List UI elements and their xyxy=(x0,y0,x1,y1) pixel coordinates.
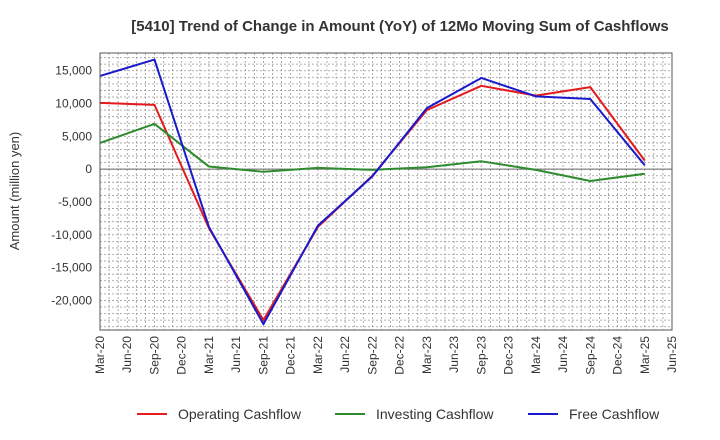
legend-label-1: Investing Cashflow xyxy=(376,406,494,422)
x-tick-label: Jun-20 xyxy=(120,336,134,373)
x-tick-label: Dec-21 xyxy=(284,336,298,375)
y-tick-label: 15,000 xyxy=(55,64,92,78)
x-tick-label: Sep-24 xyxy=(583,336,597,375)
legend: Operating Cashflow Investing Cashflow Free… xyxy=(137,406,660,422)
x-tick-label: Jun-24 xyxy=(556,336,570,373)
x-tick-label: Dec-20 xyxy=(175,336,189,375)
y-axis-ticks: 15,000 10,000 5,000 0 -5,000 -10,000 -15,000 -2… xyxy=(51,64,92,308)
x-tick-label: Dec-22 xyxy=(393,336,407,375)
series-lines xyxy=(99,58,646,326)
x-tick-label: Jun-23 xyxy=(447,336,461,373)
y-tick-label: -20,000 xyxy=(51,293,92,307)
legend-label-0: Operating Cashflow xyxy=(178,406,302,422)
x-tick-label: Jun-22 xyxy=(338,336,352,373)
x-tick-label: Mar-23 xyxy=(420,336,434,374)
y-tick-label: -15,000 xyxy=(51,261,92,275)
x-tick-label: Dec-24 xyxy=(611,336,625,375)
y-tick-label: -10,000 xyxy=(51,228,92,242)
series-line-1 xyxy=(99,122,645,182)
x-tick-label: Dec-23 xyxy=(502,336,516,375)
plot-frame xyxy=(99,52,673,331)
legend-label-2: Free Cashflow xyxy=(569,406,660,422)
x-tick-label: Sep-21 xyxy=(256,336,270,375)
chart-title: [5410] Trend of Change in Amount (YoY) o… xyxy=(131,18,669,35)
x-axis-ticks: Mar-20 Jun-20 Sep-20 Dec-20 Mar-21 Jun-21 Sep-… xyxy=(93,336,679,375)
x-tick-label: Mar-25 xyxy=(638,336,652,374)
x-tick-label: Sep-23 xyxy=(474,336,488,375)
y-tick-label: 10,000 xyxy=(55,97,92,111)
x-tick-label: Jun-25 xyxy=(665,336,679,373)
x-tick-label: Mar-22 xyxy=(311,336,325,374)
x-tick-label: Sep-20 xyxy=(147,336,161,375)
y-axis-label: Amount (million yen) xyxy=(7,132,22,251)
x-tick-label: Mar-21 xyxy=(202,336,216,374)
x-tick-label: Sep-22 xyxy=(365,336,379,375)
y-tick-label: 5,000 xyxy=(62,129,92,143)
x-tick-label: Mar-20 xyxy=(93,336,107,374)
grid-lines xyxy=(99,53,673,330)
x-tick-label: Mar-24 xyxy=(529,336,543,374)
y-tick-label: -5,000 xyxy=(58,195,92,209)
y-tick-label: 0 xyxy=(85,162,92,176)
series-line-2 xyxy=(99,58,646,326)
x-tick-label: Jun-21 xyxy=(229,336,243,373)
